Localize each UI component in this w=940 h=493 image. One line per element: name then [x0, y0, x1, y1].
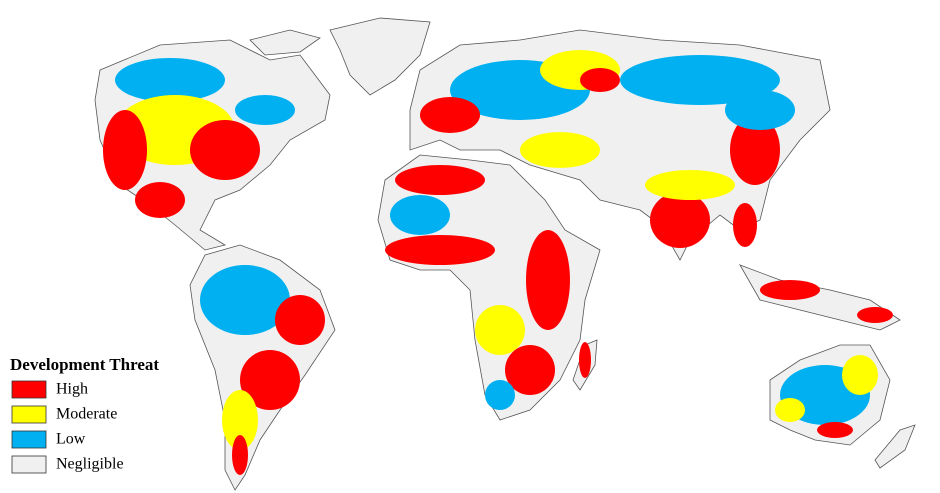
legend-label: High	[56, 381, 88, 398]
threat-area	[817, 422, 853, 438]
threat-area	[485, 380, 515, 410]
threat-area	[650, 192, 710, 248]
threat-area	[620, 55, 780, 105]
threat-area	[475, 305, 525, 355]
threat-area	[842, 355, 878, 395]
threat-area	[190, 120, 260, 180]
threat-area	[275, 295, 325, 345]
threat-area	[733, 203, 757, 247]
threat-area	[730, 115, 780, 185]
threat-area	[395, 165, 485, 195]
threat-area	[103, 110, 147, 190]
threat-area	[390, 195, 450, 235]
legend-swatch	[11, 430, 47, 449]
legend-swatch	[11, 380, 47, 399]
legend: Development Threat High Moderate Low Neglig…	[10, 355, 159, 474]
threat-area	[760, 280, 820, 300]
greenland	[329, 17, 431, 96]
threat-area	[200, 265, 290, 335]
legend-title: Development Threat	[10, 355, 159, 374]
threat-area	[385, 235, 495, 265]
threat-area	[235, 95, 295, 125]
legend-label: Low	[56, 431, 86, 448]
threat-area	[725, 90, 795, 130]
legend-swatch	[11, 405, 47, 424]
new-zealand	[874, 424, 916, 469]
threat-area	[135, 182, 185, 218]
threat-area	[857, 307, 893, 323]
threat-areas	[103, 50, 893, 475]
threat-area	[115, 58, 225, 102]
legend-label: Moderate	[56, 406, 117, 423]
threat-area	[580, 68, 620, 92]
threat-area	[420, 97, 480, 133]
legend-label: Negligible	[56, 456, 124, 473]
threat-area	[775, 398, 805, 422]
threat-area	[520, 132, 600, 168]
arctic-islands	[249, 29, 321, 56]
threat-area	[579, 342, 591, 378]
threat-area	[526, 230, 570, 330]
threat-area	[240, 350, 300, 410]
threat-area	[645, 170, 735, 200]
threat-area	[505, 345, 555, 395]
threat-area	[222, 390, 258, 450]
threat-area	[232, 435, 248, 475]
legend-swatch	[11, 455, 47, 474]
